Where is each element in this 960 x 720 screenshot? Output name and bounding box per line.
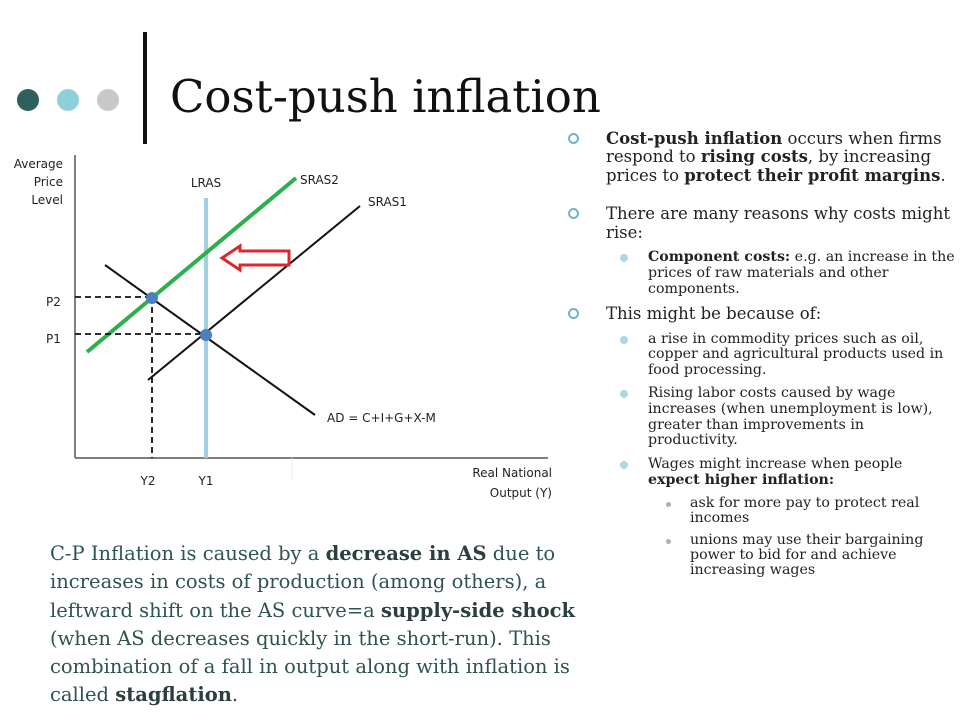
- decorative-dot-light: [57, 89, 79, 111]
- shift-arrow-icon: [219, 243, 291, 273]
- sras1-label: SRAS1: [368, 195, 407, 209]
- y-axis-label-line-2: Price: [34, 175, 63, 189]
- decorative-dot-dark: [17, 89, 39, 111]
- bullet-labor-costs: Rising labor costs caused by wage increa…: [568, 386, 956, 448]
- bullet-dot-icon: [620, 254, 628, 263]
- bullet-wage-expectations: Wages might increase when people expect …: [568, 456, 956, 488]
- decorative-dot-gray: [97, 89, 119, 111]
- sras2-curve: [85, 176, 298, 354]
- sras1-curve: [147, 205, 361, 381]
- x-axis-label-line-2: Output (Y): [490, 486, 552, 500]
- page-title: Cost-push inflation: [170, 70, 601, 123]
- y2-label: Y2: [140, 474, 156, 488]
- bullet-dot-icon: [620, 335, 628, 344]
- ad-label: AD = C+I+G+X-M: [327, 411, 436, 425]
- bullet-reasons: There are many reasons why costs might r…: [568, 205, 956, 242]
- equilibrium-point-2: [146, 292, 158, 304]
- sras2-label: SRAS2: [300, 173, 339, 187]
- title-divider: [143, 32, 147, 144]
- ad-curve: [104, 264, 316, 416]
- bullet-ring-icon: [568, 208, 579, 220]
- y-axis-label-line-1: Average: [14, 157, 63, 171]
- bullet-dot-icon: [620, 460, 628, 469]
- equilibrium-point-1: [200, 329, 212, 341]
- bullet-because-of: This might be because of:: [568, 304, 956, 323]
- bullet-small-dot-icon: [666, 538, 671, 544]
- bullet-dot-icon: [620, 390, 628, 399]
- bullet-cost-push-definition: Cost-push inflation occurs when firms re…: [568, 129, 956, 185]
- bullet-unions: unions may use their bargaining power to…: [568, 532, 956, 579]
- x-axis-label-line-1: Real National: [472, 466, 552, 480]
- p2-label: P2: [46, 295, 61, 309]
- bullet-component-costs: Component costs: e.g. an increase in the…: [568, 249, 956, 297]
- bullet-small-dot-icon: [666, 502, 671, 508]
- bullet-ring-icon: [568, 133, 579, 144]
- bullet-ring-icon: [568, 308, 579, 320]
- bullet-real-incomes: ask for more pay to protect real incomes: [568, 495, 956, 527]
- y1-label: Y1: [198, 474, 214, 488]
- as-ad-diagram: Average Price Level LRAS SRAS2 SRAS1 AD …: [14, 155, 552, 500]
- bullet-commodity-prices: a rise in commodity prices such as oil, …: [568, 331, 956, 379]
- lras-label: LRAS: [191, 176, 221, 190]
- explanation-paragraph: C-P Inflation is caused by a decrease in…: [50, 542, 576, 707]
- y-axis-label-line-3: Level: [31, 193, 63, 207]
- y-axis-label: Average Price Level: [14, 157, 63, 207]
- p1-label: P1: [46, 332, 61, 346]
- bullet-list: Cost-push inflation occurs when firms re…: [568, 129, 956, 585]
